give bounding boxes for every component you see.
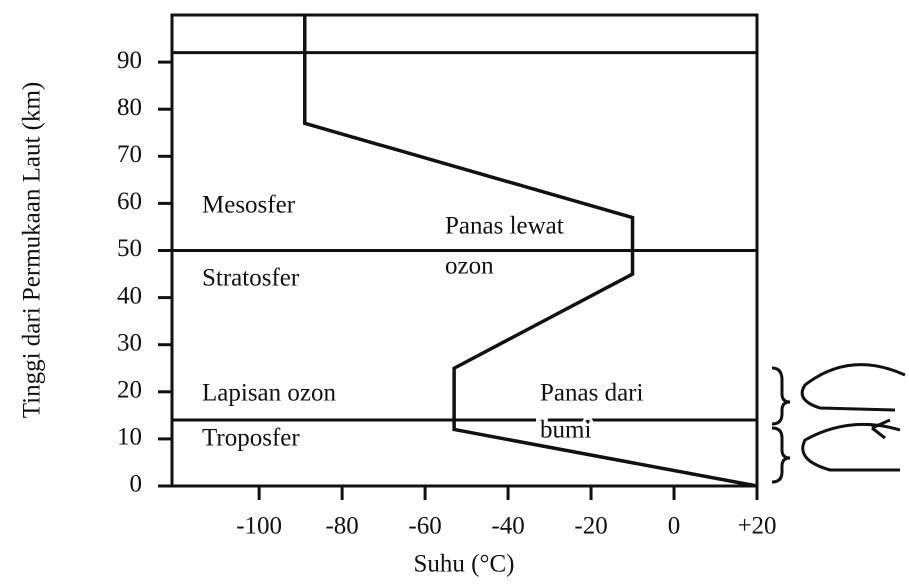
y-tick-label: 70 xyxy=(117,141,142,168)
arrow-head xyxy=(872,420,890,438)
annotation: Panas lewat xyxy=(445,213,564,240)
x-tick-label: -40 xyxy=(491,513,524,540)
x-axis-label: Suhu (°C) xyxy=(414,551,515,578)
annotation: Panas dari xyxy=(540,380,643,407)
y-tick-label: 30 xyxy=(117,329,142,356)
x-tick-label: +20 xyxy=(737,513,776,540)
y-tick-label: 40 xyxy=(117,282,142,309)
circulation-arrow xyxy=(802,365,905,410)
annotation: Troposfer xyxy=(202,425,300,452)
y-tick-label: 50 xyxy=(117,235,142,262)
y-tick-label: 90 xyxy=(117,47,142,74)
annotation: Stratosfer xyxy=(202,265,300,292)
x-tick-label: -60 xyxy=(408,513,441,540)
y-tick-label: 80 xyxy=(117,94,142,121)
annotation: Mesosfer xyxy=(202,192,296,219)
chart: Tinggi dari Permukaan Laut (km) Suhu (°C… xyxy=(0,0,909,584)
annotation: ozon xyxy=(445,253,494,280)
annotation: Lapisan ozon xyxy=(202,380,336,407)
y-tick-label: 0 xyxy=(130,471,143,498)
x-tick-label: -100 xyxy=(236,513,282,540)
bracket xyxy=(772,428,790,482)
y-tick-label: 10 xyxy=(117,424,142,451)
circulation-arrow xyxy=(803,424,900,470)
x-tick-label: -80 xyxy=(325,513,358,540)
bracket xyxy=(772,368,790,424)
x-tick-label: 0 xyxy=(668,513,681,540)
annotation: bumi xyxy=(540,417,591,444)
y-tick-label: 60 xyxy=(117,188,142,215)
circulation-icons xyxy=(772,365,905,482)
annotations: Mesosfer Stratosfer Lapisan ozon Troposf… xyxy=(202,192,643,452)
y-axis-label: Tinggi dari Permukaan Laut (km) xyxy=(19,82,46,419)
y-tick-label: 20 xyxy=(117,377,142,404)
x-tick-label: -20 xyxy=(574,513,607,540)
